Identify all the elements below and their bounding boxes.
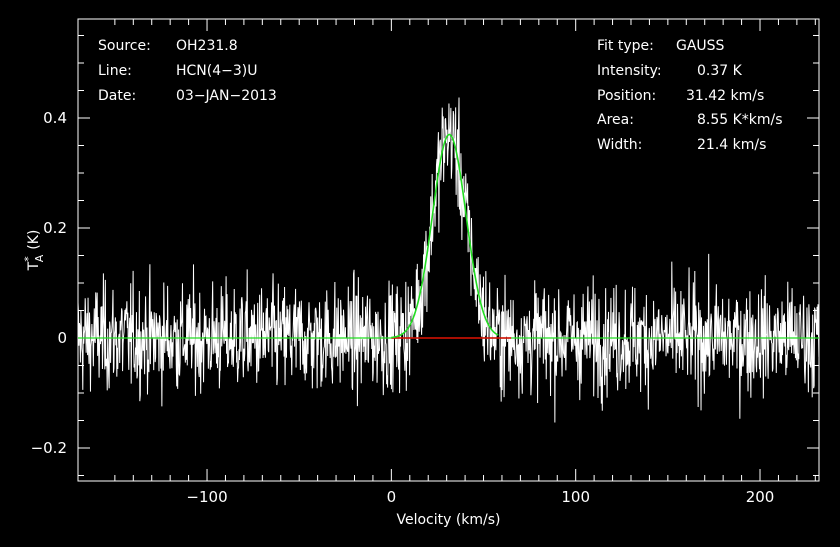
y-axis-label: T*A (K) bbox=[22, 230, 46, 272]
source-value: OH231.8 bbox=[176, 38, 238, 54]
position-value: 31.42 km/s bbox=[686, 88, 764, 104]
fit-type-key: Fit type: bbox=[597, 38, 654, 54]
x-axis-label: Velocity (km/s) bbox=[396, 512, 500, 528]
x-tick-label: 200 bbox=[746, 488, 775, 506]
y-tick-label: 0.4 bbox=[43, 109, 67, 127]
header-right-block: Fit type: GAUSS Intensity: 0.37 K Positi… bbox=[597, 38, 783, 153]
y-tick-labels: −0.2 0 0.2 0.4 bbox=[31, 109, 67, 457]
x-tick-label: 100 bbox=[561, 488, 590, 506]
axis-ticks bbox=[78, 19, 819, 481]
source-key: Source: bbox=[98, 38, 151, 54]
area-value: 8.55 K*km/s bbox=[697, 112, 783, 128]
svg-text:T*A(K): T*A (K) bbox=[22, 230, 46, 272]
gaussian-fit-path bbox=[391, 133, 499, 339]
header-left-block: Source: OH231.8 Line: HCN(4−3)U Date: 03… bbox=[98, 38, 277, 104]
width-key: Width: bbox=[597, 137, 642, 153]
y-axis-label-main: T bbox=[26, 261, 42, 271]
y-axis-label-sup: * bbox=[22, 256, 35, 262]
x-tick-label: 0 bbox=[387, 488, 397, 506]
x-tick-labels: −100 0 100 200 bbox=[186, 488, 774, 506]
date-key: Date: bbox=[98, 88, 136, 104]
spectrum-path bbox=[77, 97, 820, 423]
line-key: Line: bbox=[98, 63, 132, 79]
y-tick-label: −0.2 bbox=[31, 439, 67, 457]
y-axis-label-unit: (K) bbox=[26, 230, 42, 250]
y-axis-label-sub: A bbox=[33, 254, 46, 262]
position-key: Position: bbox=[597, 88, 656, 104]
date-value: 03−JAN−2013 bbox=[176, 88, 277, 104]
fit-type-value: GAUSS bbox=[676, 38, 725, 54]
intensity-value: 0.37 K bbox=[697, 63, 743, 79]
plot-frame bbox=[77, 18, 820, 482]
width-value: 21.4 km/s bbox=[697, 137, 766, 153]
x-tick-label: −100 bbox=[186, 488, 227, 506]
area-key: Area: bbox=[597, 112, 634, 128]
y-tick-label: 0.2 bbox=[43, 219, 67, 237]
y-tick-label: 0 bbox=[57, 329, 67, 347]
gaussian-fit-curve bbox=[391, 133, 499, 339]
line-value: HCN(4−3)U bbox=[176, 63, 258, 79]
intensity-key: Intensity: bbox=[597, 63, 662, 79]
spectrum-trace bbox=[77, 97, 820, 423]
